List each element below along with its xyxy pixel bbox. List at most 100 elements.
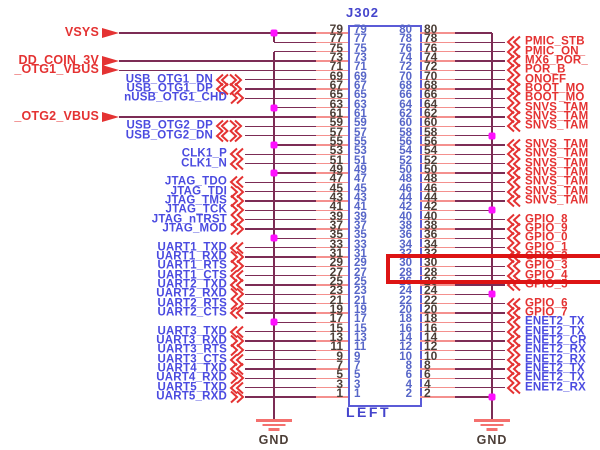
net-wire-left [245,265,316,268]
pin-number-outside-left: 65 [329,87,343,102]
net-wire-right [455,237,505,240]
pin-stub-left [316,125,348,128]
power-arrow-icon [102,55,119,66]
pin-number-inside-right: 4 [405,378,412,391]
pin-number-inside-right: 50 [399,164,412,177]
pin-stub-left [316,218,348,221]
net-label-left: UART2_CTS [157,306,227,319]
net-wire-right [455,340,505,342]
left-chevron-in-icon [230,92,245,105]
net-label-left: UART3_CTS [157,352,227,365]
right-chevron-out-icon [506,45,521,58]
net-label-right: SNVS_TAM [525,147,589,160]
pin-number-outside-right: 34 [424,236,438,251]
pin-stub-right [420,50,455,53]
net-wire-right [455,386,505,389]
net-label-left: USB_OTG2_DN [125,128,213,141]
net-label-right: SNVS_TAM [525,119,589,132]
pin-number-outside-left: 53 [329,143,343,158]
left-chevron-out-icon [229,381,244,394]
junction-dot [488,290,496,298]
net-label-right: MX6_POR_ [525,54,588,67]
right-chevron-out-icon [506,381,521,394]
pin-number-inside-right: 64 [399,98,412,111]
pin-number-inside-right: 54 [399,145,412,158]
pin-stub-left [316,116,348,118]
pin-number-outside-left: 79 [329,21,343,36]
pin-number-inside-right: 44 [399,192,412,205]
pin-stub-left [316,60,348,62]
pin-stub-right [420,69,455,72]
pin-number-outside-right: 80 [424,21,438,36]
pin-number-inside-right: 20 [399,304,412,317]
net-wire-left [245,97,316,100]
pin-number-outside-left: 71 [329,59,343,74]
pin-stub-left [316,69,348,72]
right-chevron-out-icon [506,176,521,189]
pin-number-inside-left: 41 [354,201,367,214]
net-label-left: UART3_TXD [157,324,227,337]
net-wire-left [245,340,316,342]
pin-stub-right [420,293,455,296]
net-wire-left [274,321,316,324]
right-chevron-out-icon [506,353,521,366]
pin-number-inside-left: 17 [354,313,367,326]
right-chevron-out-icon [506,362,521,376]
net-label-right: SNVS_TAM [525,100,589,113]
pin-number-inside-right: 38 [399,220,412,233]
gnd-bus-right [491,33,493,422]
net-label-right: GPIO_0 [525,231,568,244]
pin-number-outside-left: 49 [329,161,343,176]
left-chevron-out-icon [229,176,244,189]
pin-stub-right [420,265,455,268]
pin-number-outside-left: 73 [329,49,343,64]
net-label-right: SNVS_TAM [525,166,589,179]
pin-number-outside-right: 78 [424,31,438,46]
right-chevron-out-icon [506,260,521,273]
right-chevron-out-icon [506,222,521,236]
right-chevron-out-icon [506,138,521,152]
net-wire-left [274,41,316,44]
net-wire-left [245,200,316,202]
pin-number-inside-left: 3 [354,378,361,391]
pin-number-outside-left: 37 [329,217,343,232]
net-wire-left [245,88,316,90]
pin-stub-right [420,321,455,324]
right-chevron-out-icon [506,92,521,105]
right-chevron-out-icon [506,232,521,245]
pin-number-inside-left: 49 [354,164,367,177]
pin-number-inside-right: 24 [399,285,412,298]
pin-number-outside-right: 22 [424,292,438,307]
pin-stub-left [316,32,348,34]
pin-number-outside-left: 57 [329,124,343,139]
pin-number-outside-right: 66 [424,87,438,102]
net-label-right: PMIC_ON_ [525,44,586,57]
net-wire-right [455,41,505,44]
pin-stub-right [420,274,455,277]
pin-stub-left [316,78,348,81]
pin-number-inside-left: 5 [354,369,361,382]
net-label-left: UART3_RTS [157,343,227,356]
left-chevron-in-icon [230,250,245,264]
pin-number-inside-left: 55 [354,136,367,149]
net-label-left: UART4_TXD [157,362,227,375]
pin-number-outside-left: 15 [329,320,343,335]
net-wire-left [245,293,316,296]
net-label-right: SNVS_TAM [525,194,589,207]
left-chevron-bi-icon [215,129,243,142]
pin-number-inside-left: 57 [354,126,367,139]
net-wire-right [455,209,492,212]
pin-stub-left [316,274,348,277]
pin-stub-left [316,228,348,230]
pin-number-inside-left: 67 [354,80,367,93]
pin-number-inside-left: 37 [354,220,367,233]
net-label-left: USB_OTG1_DN [125,72,213,85]
net-wire-left [245,190,316,193]
pin-stub-left [316,209,348,212]
pin-number-outside-left: 5 [336,367,343,382]
net-label-left: JTAG_TMS [164,194,227,207]
pin-number-outside-right: 4 [424,376,431,391]
net-wire-left [119,60,316,62]
net-label-left: USB_OTG1_DP [126,82,213,95]
pin-number-outside-right: 6 [424,367,431,382]
